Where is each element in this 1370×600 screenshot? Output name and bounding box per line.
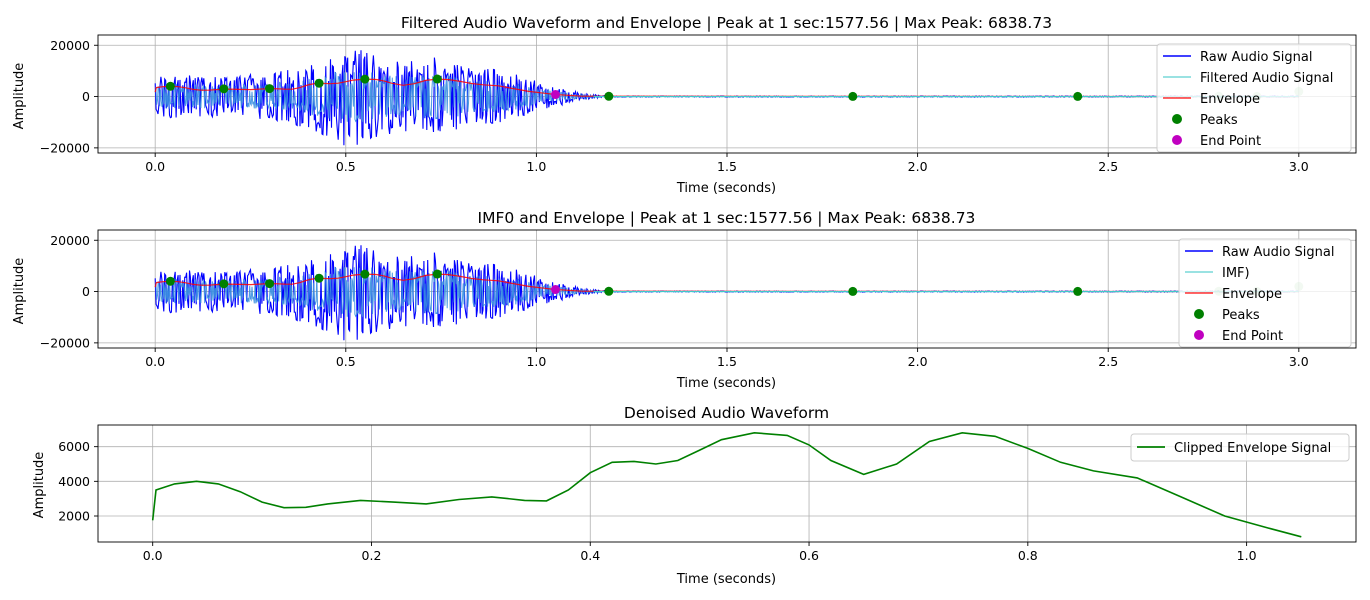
x-axis-label: Time (seconds) [676,572,776,587]
legend-frame [1130,433,1350,462]
legend: Clipped Envelope Signal [1130,433,1350,462]
y-tick-label: 6000 [58,439,90,454]
chart-title: Filtered Audio Waveform and Envelope | P… [401,14,1052,32]
legend-label-raw: Raw Audio Signal [1222,245,1335,260]
panel-filtered-waveform: Filtered Audio Waveform and Envelope | P… [12,14,1357,196]
x-axis-label: Time (seconds) [676,181,776,196]
chart-title: IMF0 and Envelope | Peak at 1 sec:1577.5… [478,209,976,227]
legend-label-peaks: Peaks [1200,113,1238,128]
panel-imf0: IMF0 and Envelope | Peak at 1 sec:1577.5… [12,209,1357,391]
plot-series [151,431,1302,538]
x-tick-label: 1.0 [1237,548,1257,563]
end-point-marker [550,285,560,295]
legend-label-peaks: Peaks [1222,308,1260,323]
x-tick-label: 0.5 [336,354,356,369]
peak-marker [1073,286,1083,296]
peak-marker [360,74,370,84]
y-tick-label: 20000 [50,38,90,53]
peak-marker [265,279,275,289]
peak-marker [219,279,229,289]
legend-label-envelope: Envelope [1222,287,1282,302]
legend-label-clipped: Clipped Envelope Signal [1174,441,1331,456]
peak-marker [1073,91,1083,101]
y-axis-label: Amplitude [32,452,47,519]
series-envelope [154,273,1299,293]
peak-marker [314,78,324,88]
peak-marker [165,81,175,91]
x-tick-label: 0.0 [145,159,165,174]
series-envelope [154,78,1299,98]
y-tick-label: 0 [82,89,90,104]
x-tick-label: 0.6 [799,548,819,563]
legend-frame [1178,238,1352,348]
legend: Raw Audio Signal IMF) Envelope Peaks End… [1178,238,1352,348]
legend: Raw Audio Signal Filtered Audio Signal E… [1156,43,1352,153]
legend-swatch-endpoint [1194,330,1204,340]
x-tick-label: 2.0 [908,354,928,369]
peak-marker [432,74,442,84]
legend-label-filtered: Filtered Audio Signal [1200,71,1333,86]
peak-marker [848,286,858,296]
y-tick-label: 2000 [58,509,90,524]
x-tick-label: 0.5 [336,159,356,174]
y-tick-label: −20000 [40,335,90,350]
x-tick-label: 1.5 [717,159,737,174]
peak-marker [219,84,229,94]
x-tick-label: 2.0 [908,159,928,174]
axes-frame [97,424,1357,543]
legend-label-imf: IMF) [1222,266,1250,281]
peak-marker [604,91,614,101]
series-clipped-envelope [151,431,1302,538]
x-tick-label: 0.0 [145,354,165,369]
x-tick-label: 3.0 [1289,354,1309,369]
x-tick-label: 2.5 [1098,159,1118,174]
legend-label-endpoint: End Point [1222,329,1283,344]
legend-label-raw: Raw Audio Signal [1200,50,1313,65]
peak-marker [848,91,858,101]
y-axis-label: Amplitude [12,258,27,325]
peak-marker [314,273,324,283]
y-tick-label: 0 [82,284,90,299]
x-tick-label: 1.0 [526,354,546,369]
x-tick-label: 3.0 [1289,159,1309,174]
x-tick-label: 0.0 [143,548,163,563]
peak-marker [360,269,370,279]
x-tick-label: 0.8 [1018,548,1038,563]
y-tick-label: −20000 [40,140,90,155]
legend-swatch-peaks [1172,114,1182,124]
plot-area: 0.0 0.2 0.4 0.6 0.8 1.0 2000 4000 6000 [58,424,1357,563]
y-tick-label: 4000 [58,474,90,489]
end-point-marker [550,90,560,100]
chart-title: Denoised Audio Waveform [624,404,829,422]
legend-label-envelope: Envelope [1200,92,1260,107]
legend-label-endpoint: End Point [1200,134,1261,149]
x-tick-label: 1.5 [717,354,737,369]
x-tick-label: 0.2 [362,548,382,563]
x-axis-label: Time (seconds) [676,376,776,391]
legend-swatch-endpoint [1172,135,1182,145]
peak-marker [432,269,442,279]
peak-marker [265,84,275,94]
x-tick-label: 0.4 [580,548,600,563]
x-tick-label: 1.0 [526,159,546,174]
y-tick-label: 20000 [50,233,90,248]
legend-swatch-peaks [1194,309,1204,319]
peak-marker [165,276,175,286]
panel-denoised: Denoised Audio Waveform Time (seconds) A… [32,404,1357,587]
peak-marker [604,286,614,296]
x-tick-label: 2.5 [1098,354,1118,369]
y-axis-label: Amplitude [12,63,27,130]
legend-frame [1156,43,1352,153]
